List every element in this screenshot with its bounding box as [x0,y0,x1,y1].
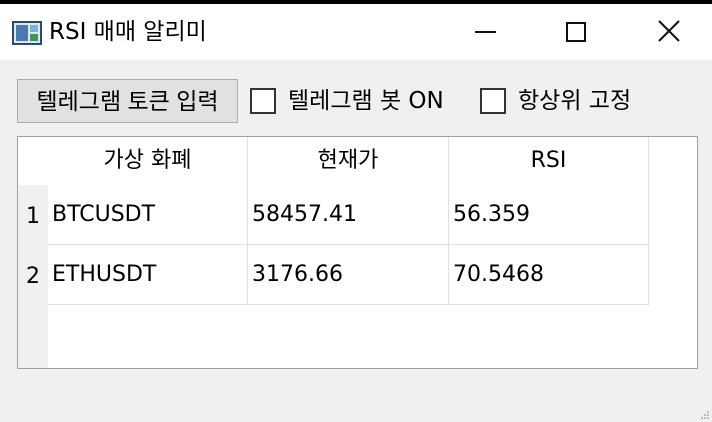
table-cell-rsi[interactable]: 56.359 [449,185,649,245]
window-top-border [0,0,712,4]
minimize-button[interactable] [438,4,534,60]
table-cell-rsi[interactable]: 70.5468 [449,245,649,305]
close-icon [658,20,680,42]
header-rsi[interactable]: RSI [449,137,649,185]
telegram-token-button[interactable]: 텔레그램 토큰 입력 [17,79,238,123]
table-cell-coin[interactable]: BTCUSDT [48,185,248,245]
table-cell-price[interactable]: 58457.41 [248,185,449,245]
checkbox-box[interactable] [480,88,506,114]
header-price[interactable]: 현재가 [248,137,449,185]
table-cell-price[interactable]: 3176.66 [248,245,449,305]
window-title: RSI 매매 알리미 [49,19,207,45]
row-number[interactable]: 2 [26,264,40,289]
minimize-icon [475,31,496,33]
coin-table[interactable]: 1 2 가상 화폐 현재가 RSI BTCUSDT 58457.41 56.35… [17,136,698,369]
close-button[interactable] [616,4,712,60]
header-coin[interactable]: 가상 화폐 [48,137,248,185]
row-header-column: 1 2 [18,137,48,368]
maximize-icon [566,22,586,42]
title-bar[interactable]: RSI 매매 알리미 [0,4,712,60]
resize-grip-icon[interactable] [700,410,710,420]
row-number[interactable]: 1 [26,204,40,229]
app-chart-icon [12,21,42,45]
telegram-bot-label: 텔레그램 봇 ON [288,88,444,114]
checkbox-box[interactable] [250,88,276,114]
always-on-top-label: 항상위 고정 [518,88,632,114]
maximize-button[interactable] [527,4,623,60]
table-cell-coin[interactable]: ETHUSDT [48,245,248,305]
